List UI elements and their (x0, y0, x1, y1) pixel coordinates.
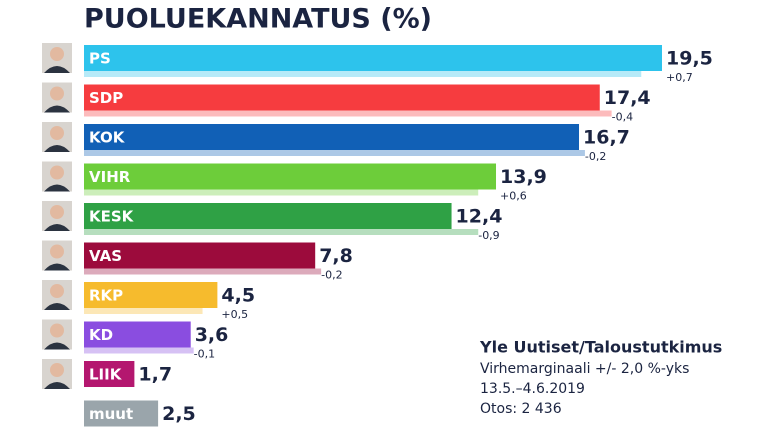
note: 13.5.–4.6.2019 (480, 381, 585, 397)
bar (84, 84, 600, 111)
previous-bar (84, 229, 479, 235)
portrait-body (44, 66, 70, 73)
portrait-head (50, 86, 64, 101)
previous-bar (84, 110, 612, 117)
source: Yle Uutiset/Taloustutkimus (479, 338, 722, 357)
value-label: 7,8 (319, 245, 353, 267)
value-label: 16,7 (583, 127, 630, 149)
portrait-body (44, 224, 70, 231)
note: Virhemarginaali +/- 2,0 %-yks (480, 361, 689, 377)
portrait-head (50, 244, 64, 259)
category-label: KESK (89, 208, 135, 226)
change-label: -0,2 (321, 269, 342, 282)
portrait-body (44, 184, 70, 192)
change-label: +0,6 (500, 190, 527, 203)
bar (84, 124, 580, 150)
portrait-body (44, 303, 70, 310)
previous-bar (84, 268, 322, 275)
category-label: VIHR (89, 168, 131, 186)
change-label: -0,1 (194, 348, 215, 361)
previous-bar (84, 189, 479, 196)
value-label: 3,6 (195, 324, 229, 346)
value-label: 19,5 (666, 48, 713, 70)
portrait-body (44, 105, 70, 113)
change-label: +0,7 (666, 71, 693, 84)
previous-bar (84, 71, 642, 77)
bar (84, 203, 452, 229)
portrait-head (50, 284, 64, 298)
portrait-body (44, 342, 70, 350)
value-label: 2,5 (162, 403, 196, 425)
category-label: RKP (89, 287, 123, 305)
note: Otos: 2 436 (480, 401, 562, 417)
portrait-head (50, 47, 64, 61)
portrait-head (50, 363, 64, 377)
portrait-body (44, 145, 70, 152)
bar (84, 321, 191, 348)
value-label: 13,9 (500, 166, 547, 188)
bar (84, 361, 135, 387)
category-label: LIIK (89, 366, 123, 384)
category-label: KOK (89, 129, 126, 147)
value-label: 4,5 (221, 285, 255, 307)
change-label: -0,2 (585, 150, 606, 163)
bar (84, 400, 159, 427)
portrait-head (50, 205, 64, 219)
category-label: PS (89, 50, 111, 68)
value-label: 12,4 (456, 206, 503, 228)
portrait-body (44, 382, 70, 389)
previous-bar (84, 150, 585, 156)
previous-bar (84, 308, 203, 314)
bar (84, 45, 662, 71)
portrait-body (44, 263, 70, 271)
category-label: SDP (89, 89, 123, 107)
bar (84, 242, 316, 269)
category-label: KD (89, 326, 113, 344)
category-label: VAS (89, 247, 122, 265)
change-label: +0,5 (221, 308, 248, 321)
category-label: muut (89, 405, 133, 423)
chart-title: PUOLUEKANNATUS (%) (84, 4, 432, 35)
bar (84, 163, 497, 190)
portrait-head (50, 323, 64, 338)
value-label: 17,4 (604, 87, 651, 109)
portrait-head (50, 126, 64, 140)
change-label: -0,4 (612, 111, 633, 124)
bar (84, 282, 218, 308)
previous-bar (84, 347, 194, 354)
value-label: 1,7 (138, 364, 172, 386)
change-label: -0,9 (478, 229, 499, 242)
portraits (42, 43, 72, 389)
portrait-head (50, 165, 64, 180)
